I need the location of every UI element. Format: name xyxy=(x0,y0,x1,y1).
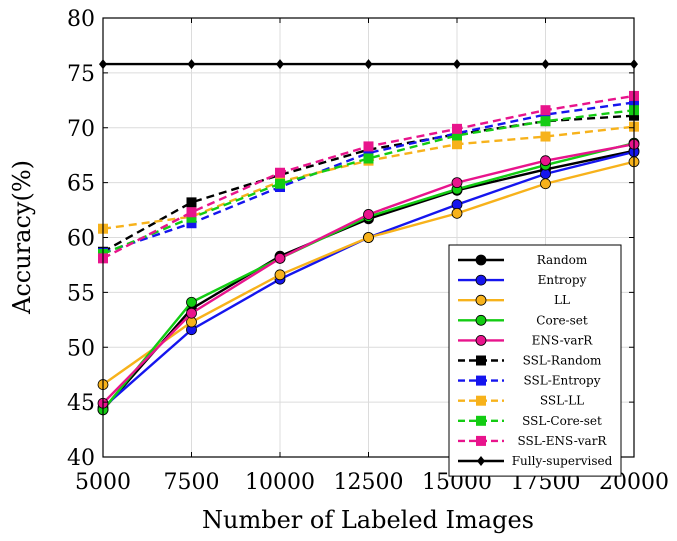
legend-marker-entropy xyxy=(475,274,487,286)
data-point-ssl-core-set xyxy=(363,153,374,164)
y-tick-label: 50 xyxy=(67,336,95,361)
y-tick-label: 40 xyxy=(67,446,95,471)
data-point-ssl-entropy xyxy=(186,218,197,229)
data-point-ssl-ens-varr xyxy=(363,141,374,152)
x-axis-title: Number of Labeled Images xyxy=(202,506,534,534)
legend-label-fully-supervised: Fully-supervised xyxy=(512,454,613,468)
legend-marker-ssl-ens-varr xyxy=(476,435,486,446)
data-point-ens-varr xyxy=(363,209,374,220)
data-point-ll xyxy=(540,178,551,190)
data-point-fully-supervised xyxy=(187,59,196,70)
x-tick-label: 12500 xyxy=(334,470,404,495)
data-point-ssl-ll xyxy=(452,139,462,150)
x-tick-label: 5000 xyxy=(75,470,131,495)
legend-marker-ll xyxy=(475,294,487,306)
x-tick-label: 7500 xyxy=(164,470,220,495)
data-point-ssl-core-set xyxy=(186,212,197,223)
data-point-ssl-random xyxy=(186,197,197,208)
data-point-core-set xyxy=(186,296,197,308)
legend-marker-ssl-random xyxy=(476,355,486,366)
data-point-ll xyxy=(274,269,286,281)
data-point-fully-supervised xyxy=(453,59,461,70)
legend-label-core-set: Core-set xyxy=(536,313,588,327)
data-point-ll xyxy=(451,207,463,219)
y-tick-label: 70 xyxy=(67,117,95,142)
legend-marker-core-set xyxy=(475,314,487,326)
y-tick-label: 60 xyxy=(67,227,95,252)
legend-marker-ssl-ll xyxy=(476,395,486,406)
data-point-ssl-ens-varr xyxy=(540,105,551,116)
y-tick-label: 65 xyxy=(67,172,95,197)
data-point-ssl-core-set xyxy=(275,178,285,189)
y-tick-label: 75 xyxy=(67,62,95,87)
data-point-fully-supervised xyxy=(541,59,550,70)
legend-marker-random xyxy=(475,254,487,266)
x-tick-label: 10000 xyxy=(245,470,315,495)
legend-marker-fully-supervised xyxy=(477,456,485,466)
data-point-ssl-ens-varr xyxy=(186,207,197,218)
data-point-ens-varr xyxy=(540,155,551,167)
legend-label-ssl-entropy: SSL-Entropy xyxy=(524,374,601,388)
data-point-ssl-core-set xyxy=(540,116,551,127)
data-point-ens-varr xyxy=(451,177,463,189)
legend-label-ssl-ens-varr: SSL-ENS-varR xyxy=(518,434,608,448)
data-point-ens-varr xyxy=(186,307,197,319)
data-point-ssl-ens-varr xyxy=(452,123,462,134)
y-tick-label: 80 xyxy=(67,7,95,32)
legend-label-ll: LL xyxy=(554,293,570,307)
y-axis-title: Accuracy(%) xyxy=(8,160,36,315)
data-point-fully-supervised xyxy=(364,59,373,70)
data-point-ssl-ll xyxy=(540,131,551,142)
y-tick-label: 55 xyxy=(67,281,95,306)
series-fully-supervised xyxy=(99,59,638,70)
y-tick-label: 45 xyxy=(67,391,95,416)
legend-marker-ssl-core-set xyxy=(476,415,486,426)
data-point-ssl-ens-varr xyxy=(275,167,285,178)
legend-label-random: Random xyxy=(537,253,588,267)
data-point-ssl-core-set xyxy=(452,130,462,141)
legend-label-entropy: Entropy xyxy=(538,273,587,287)
legend-label-ssl-random: SSL-Random xyxy=(523,354,602,368)
data-point-fully-supervised xyxy=(276,59,284,70)
data-point-ssl-entropy xyxy=(363,147,374,158)
legend-marker-ssl-entropy xyxy=(476,375,486,386)
data-point-ens-varr xyxy=(274,252,286,264)
legend-marker-ens-varr xyxy=(475,334,487,346)
legend-label-ssl-core-set: SSL-Core-set xyxy=(522,414,602,428)
legend: Random Entropy LL Core-set ENS-varR SSL-Rando… xyxy=(448,244,622,477)
legend-label-ens-varr: ENS-varR xyxy=(532,333,594,347)
data-point-ll xyxy=(363,232,374,243)
legend-label-ssl-ll: SSL-LL xyxy=(540,394,584,408)
